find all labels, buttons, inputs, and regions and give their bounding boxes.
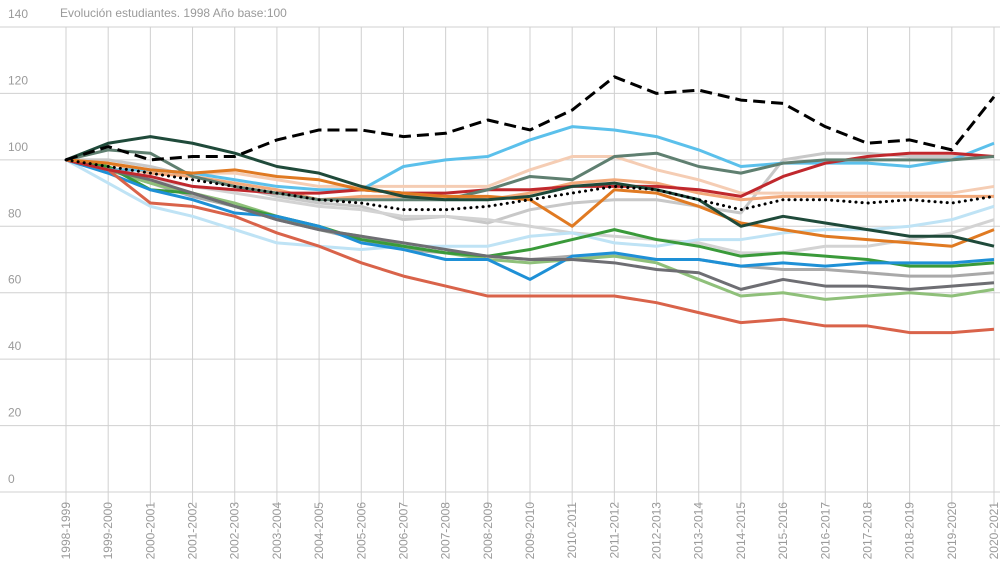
x-tick-label: 2004-2005 bbox=[312, 502, 326, 560]
series-line bbox=[65, 125, 995, 192]
x-tick-label: 2015-2016 bbox=[776, 502, 790, 560]
series-line bbox=[65, 158, 995, 291]
series-line bbox=[65, 75, 996, 162]
series-line bbox=[65, 158, 995, 252]
series-line bbox=[65, 158, 995, 255]
series-line bbox=[65, 158, 995, 301]
y-tick-label: 0 bbox=[8, 472, 15, 486]
x-tick-label: 2000-2001 bbox=[143, 502, 157, 560]
y-tick-label: 100 bbox=[8, 140, 28, 154]
x-tick-label: 1999-2000 bbox=[101, 502, 115, 560]
series-line bbox=[65, 148, 995, 202]
x-tick-label: 2020-2021 bbox=[987, 502, 1001, 560]
x-tick-label: 2019-2020 bbox=[945, 502, 959, 560]
y-tick-label: 60 bbox=[8, 273, 22, 287]
x-tick-label: 2005-2006 bbox=[354, 502, 368, 560]
series-line bbox=[65, 135, 995, 248]
x-tick-label: 2012-2013 bbox=[650, 502, 664, 560]
x-tick-label: 2018-2019 bbox=[903, 502, 917, 560]
y-tick-label: 140 bbox=[8, 7, 28, 21]
x-tick-label: 2010-2011 bbox=[565, 502, 579, 559]
x-tick-label: 2009-2010 bbox=[523, 502, 537, 560]
x-tick-label: 2011-2012 bbox=[607, 502, 621, 559]
series-line bbox=[65, 158, 995, 335]
x-tick-label: 2006-2007 bbox=[396, 502, 410, 560]
series-line bbox=[65, 158, 995, 281]
x-tick-label: 2014-2015 bbox=[734, 502, 748, 560]
chart-title: Evolución estudiantes. 1998 Año base:100 bbox=[60, 6, 287, 20]
y-tick-label: 120 bbox=[8, 73, 28, 87]
x-tick-label: 2002-2003 bbox=[228, 502, 242, 560]
x-tick-label: 2008-2009 bbox=[481, 502, 495, 560]
x-tick-label: 1998-1999 bbox=[59, 502, 73, 560]
y-tick-label: 40 bbox=[8, 339, 22, 353]
series-line bbox=[65, 158, 994, 202]
x-tick-label: 2001-2002 bbox=[186, 502, 200, 560]
y-tick-label: 80 bbox=[8, 206, 22, 220]
series-line bbox=[64, 158, 996, 212]
x-tick-label: 2016-2017 bbox=[818, 502, 832, 560]
series-line bbox=[65, 155, 995, 195]
x-tick-label: 2017-2018 bbox=[860, 502, 874, 560]
x-tick-label: 2003-2004 bbox=[270, 502, 284, 560]
x-tick-label: 2007-2008 bbox=[439, 502, 453, 560]
y-tick-label: 20 bbox=[8, 406, 22, 420]
x-tick-label: 2013-2014 bbox=[692, 502, 706, 560]
